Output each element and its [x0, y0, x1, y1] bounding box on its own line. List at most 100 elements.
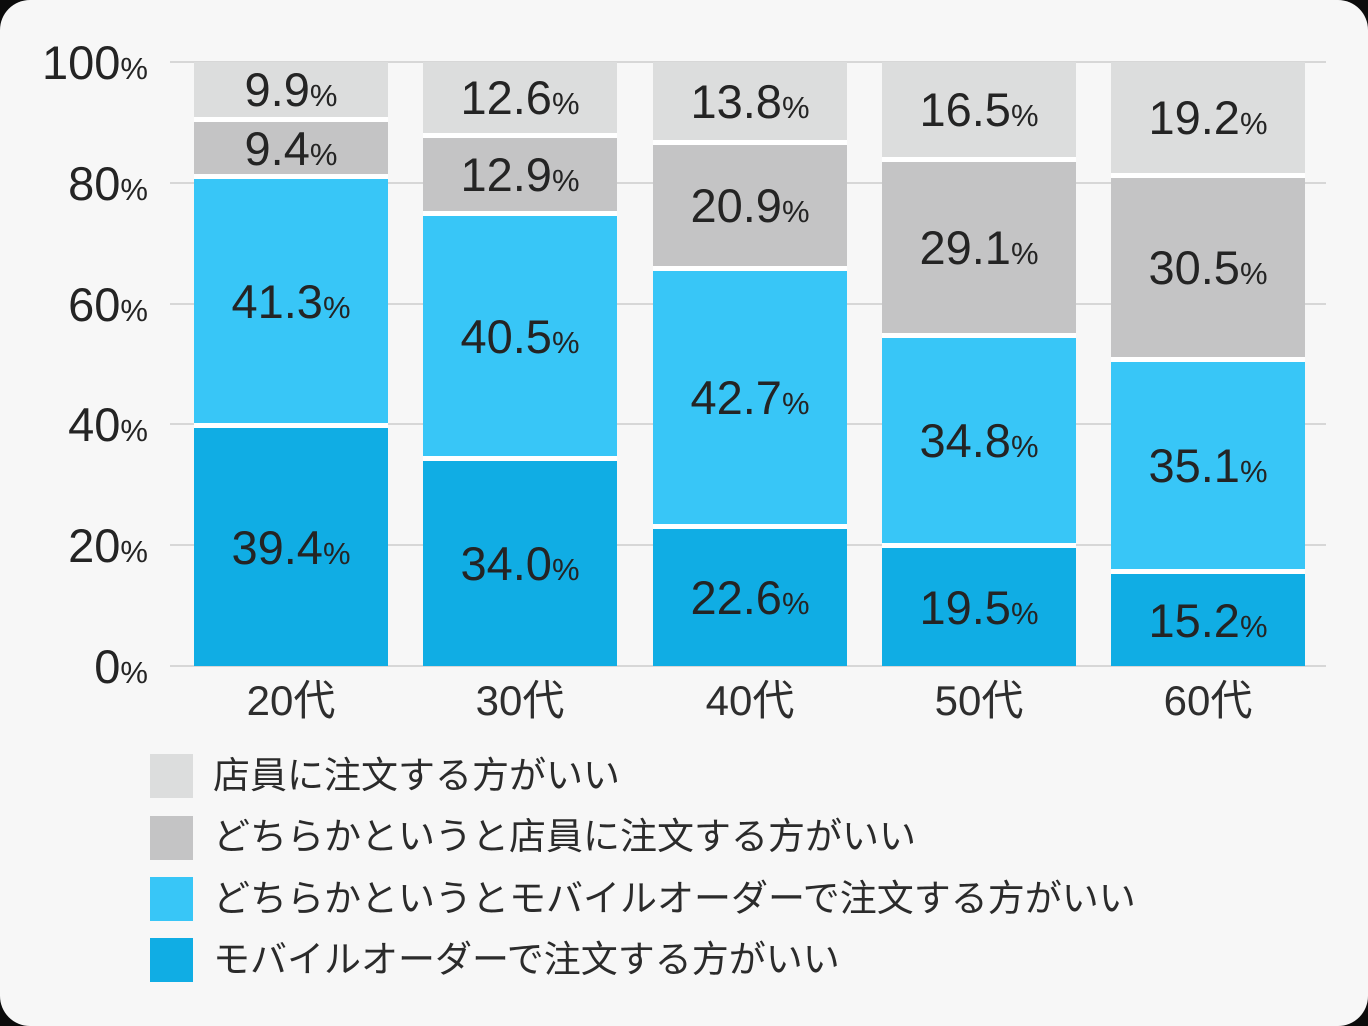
legend-swatch	[150, 876, 193, 921]
bar-segment-30代: 12.6%	[423, 62, 617, 138]
legend-label: 店員に注文する方がいい	[213, 755, 620, 796]
bar-segment-30代: 12.9%	[423, 138, 617, 216]
bar-column-60代: 15.2% 35.1% 30.5% 19.2%	[1111, 62, 1305, 666]
gridline-0	[170, 665, 1326, 667]
chart-legend: 店員に注文する方がいいどちらかというと店員に注文する方がいいどちらかというとモバ…	[150, 754, 1136, 983]
percent-sign: %	[120, 293, 148, 328]
bar-value-label: 16.5%	[919, 86, 1038, 133]
bar-column-20代: 39.4% 41.3% 9.4% 9.9%	[194, 62, 388, 666]
value-number: 22.6	[690, 571, 782, 624]
x-axis-label-50代: 50代	[934, 677, 1024, 724]
bar-segment-40代: 20.9%	[653, 145, 847, 271]
percent-sign: %	[1010, 595, 1039, 631]
bar-segment-20代: 9.4%	[194, 122, 388, 179]
percent-sign: %	[551, 86, 580, 121]
value-number: 40	[68, 398, 121, 451]
percent-sign: %	[1239, 608, 1268, 644]
value-number: 80	[68, 157, 121, 210]
value-number: 15.2	[1148, 593, 1240, 647]
y-axis-label-60: 60%	[0, 281, 148, 329]
bar-segment-20代: 41.3%	[194, 179, 388, 428]
percent-sign: %	[120, 413, 148, 448]
value-number: 12.9	[460, 148, 552, 201]
value-number: 20	[68, 519, 121, 572]
legend-label: どちらかというとモバイルオーダーで注文する方がいい	[213, 877, 1136, 919]
bar-segment-50代: 34.8%	[882, 338, 1076, 548]
bar-segment-60代: 35.1%	[1111, 362, 1305, 574]
bar-value-label: 22.6%	[690, 574, 809, 621]
x-axis-label-30代: 30代	[475, 677, 565, 724]
percent-sign: %	[1010, 236, 1039, 271]
bar-segment-40代: 42.7%	[653, 271, 847, 529]
y-axis-tick-text: 60%	[68, 278, 148, 331]
percent-sign: %	[1010, 98, 1039, 133]
bar-column-30代: 34.0% 40.5% 12.9% 12.6%	[423, 62, 617, 666]
legend-item-3: モバイルオーダーで注文する方がいい	[150, 938, 1136, 983]
value-number: 16.5	[919, 83, 1011, 136]
x-axis-label-40代: 40代	[705, 677, 795, 724]
bar-segment-50代: 19.5%	[882, 548, 1076, 666]
bar-segment-60代: 19.2%	[1111, 62, 1305, 178]
bar-segment-20代: 9.9%	[194, 62, 388, 122]
percent-sign: %	[551, 163, 580, 198]
bar-value-label: 30.5%	[1148, 244, 1267, 291]
value-number: 42.7	[690, 371, 782, 424]
value-number: 0	[94, 640, 121, 693]
value-number: 19.2	[1148, 91, 1240, 144]
value-number: 19.5	[919, 580, 1011, 634]
value-number: 34.0	[460, 537, 552, 590]
percent-sign: %	[551, 324, 580, 360]
bar-value-label: 35.1%	[1148, 442, 1267, 489]
bar-value-label: 13.8%	[690, 78, 809, 125]
bar-segment-30代: 40.5%	[423, 216, 617, 461]
value-number: 35.1	[1148, 439, 1240, 492]
legend-label: モバイルオーダーで注文する方がいい	[213, 939, 840, 981]
y-axis-label-80: 80%	[0, 160, 148, 208]
x-axis-label-60代: 60代	[1163, 677, 1253, 724]
y-axis-label-40: 40%	[0, 401, 148, 449]
bar-segment-50代: 29.1%	[882, 162, 1076, 338]
value-number: 60	[68, 278, 121, 331]
bar-value-label: 15.2%	[1148, 597, 1267, 644]
percent-sign: %	[781, 386, 810, 421]
bar-column-50代: 19.5% 34.8% 29.1% 16.5%	[882, 62, 1076, 666]
y-axis-label-0: 0%	[0, 643, 148, 691]
legend-swatch	[150, 754, 193, 799]
legend-swatch	[150, 938, 193, 983]
value-number: 100	[42, 36, 121, 89]
percent-sign: %	[322, 289, 351, 325]
percent-sign: %	[1239, 256, 1268, 291]
percent-sign: %	[120, 534, 148, 569]
value-number: 41.3	[231, 274, 323, 328]
bar-segment-50代: 16.5%	[882, 62, 1076, 162]
bar-value-label: 42.7%	[690, 374, 809, 421]
value-number: 13.8	[690, 74, 782, 128]
legend-item-2: どちらかというとモバイルオーダーで注文する方がいい	[150, 876, 1136, 921]
value-number: 20.9	[690, 179, 782, 232]
percent-sign: %	[781, 194, 810, 229]
bar-value-label: 19.2%	[1148, 94, 1267, 141]
bar-segment-40代: 22.6%	[653, 529, 847, 666]
bar-value-label: 12.6%	[460, 74, 579, 121]
value-number: 34.8	[919, 414, 1011, 467]
bar-value-label: 34.0%	[460, 540, 579, 587]
value-number: 30.5	[1148, 241, 1240, 294]
value-number: 9.9	[244, 63, 310, 116]
bar-value-label: 29.1%	[919, 224, 1038, 271]
percent-sign: %	[551, 552, 580, 587]
percent-sign: %	[309, 78, 338, 113]
percent-sign: %	[120, 51, 148, 86]
value-number: 39.4	[231, 520, 323, 574]
percent-sign: %	[1239, 454, 1268, 489]
bar-value-label: 12.9%	[460, 151, 579, 198]
legend-label: どちらかというと店員に注文する方がいい	[213, 816, 916, 858]
bar-value-label: 41.3%	[231, 278, 350, 325]
bar-segment-30代: 34.0%	[423, 461, 617, 666]
bar-value-label: 34.8%	[919, 417, 1038, 464]
value-number: 29.1	[919, 221, 1011, 274]
bar-segment-20代: 39.4%	[194, 428, 388, 666]
y-axis-tick-text: 100%	[42, 36, 148, 89]
legend-swatch	[150, 815, 193, 860]
bar-column-40代: 22.6% 42.7% 20.9% 13.8%	[653, 62, 847, 666]
